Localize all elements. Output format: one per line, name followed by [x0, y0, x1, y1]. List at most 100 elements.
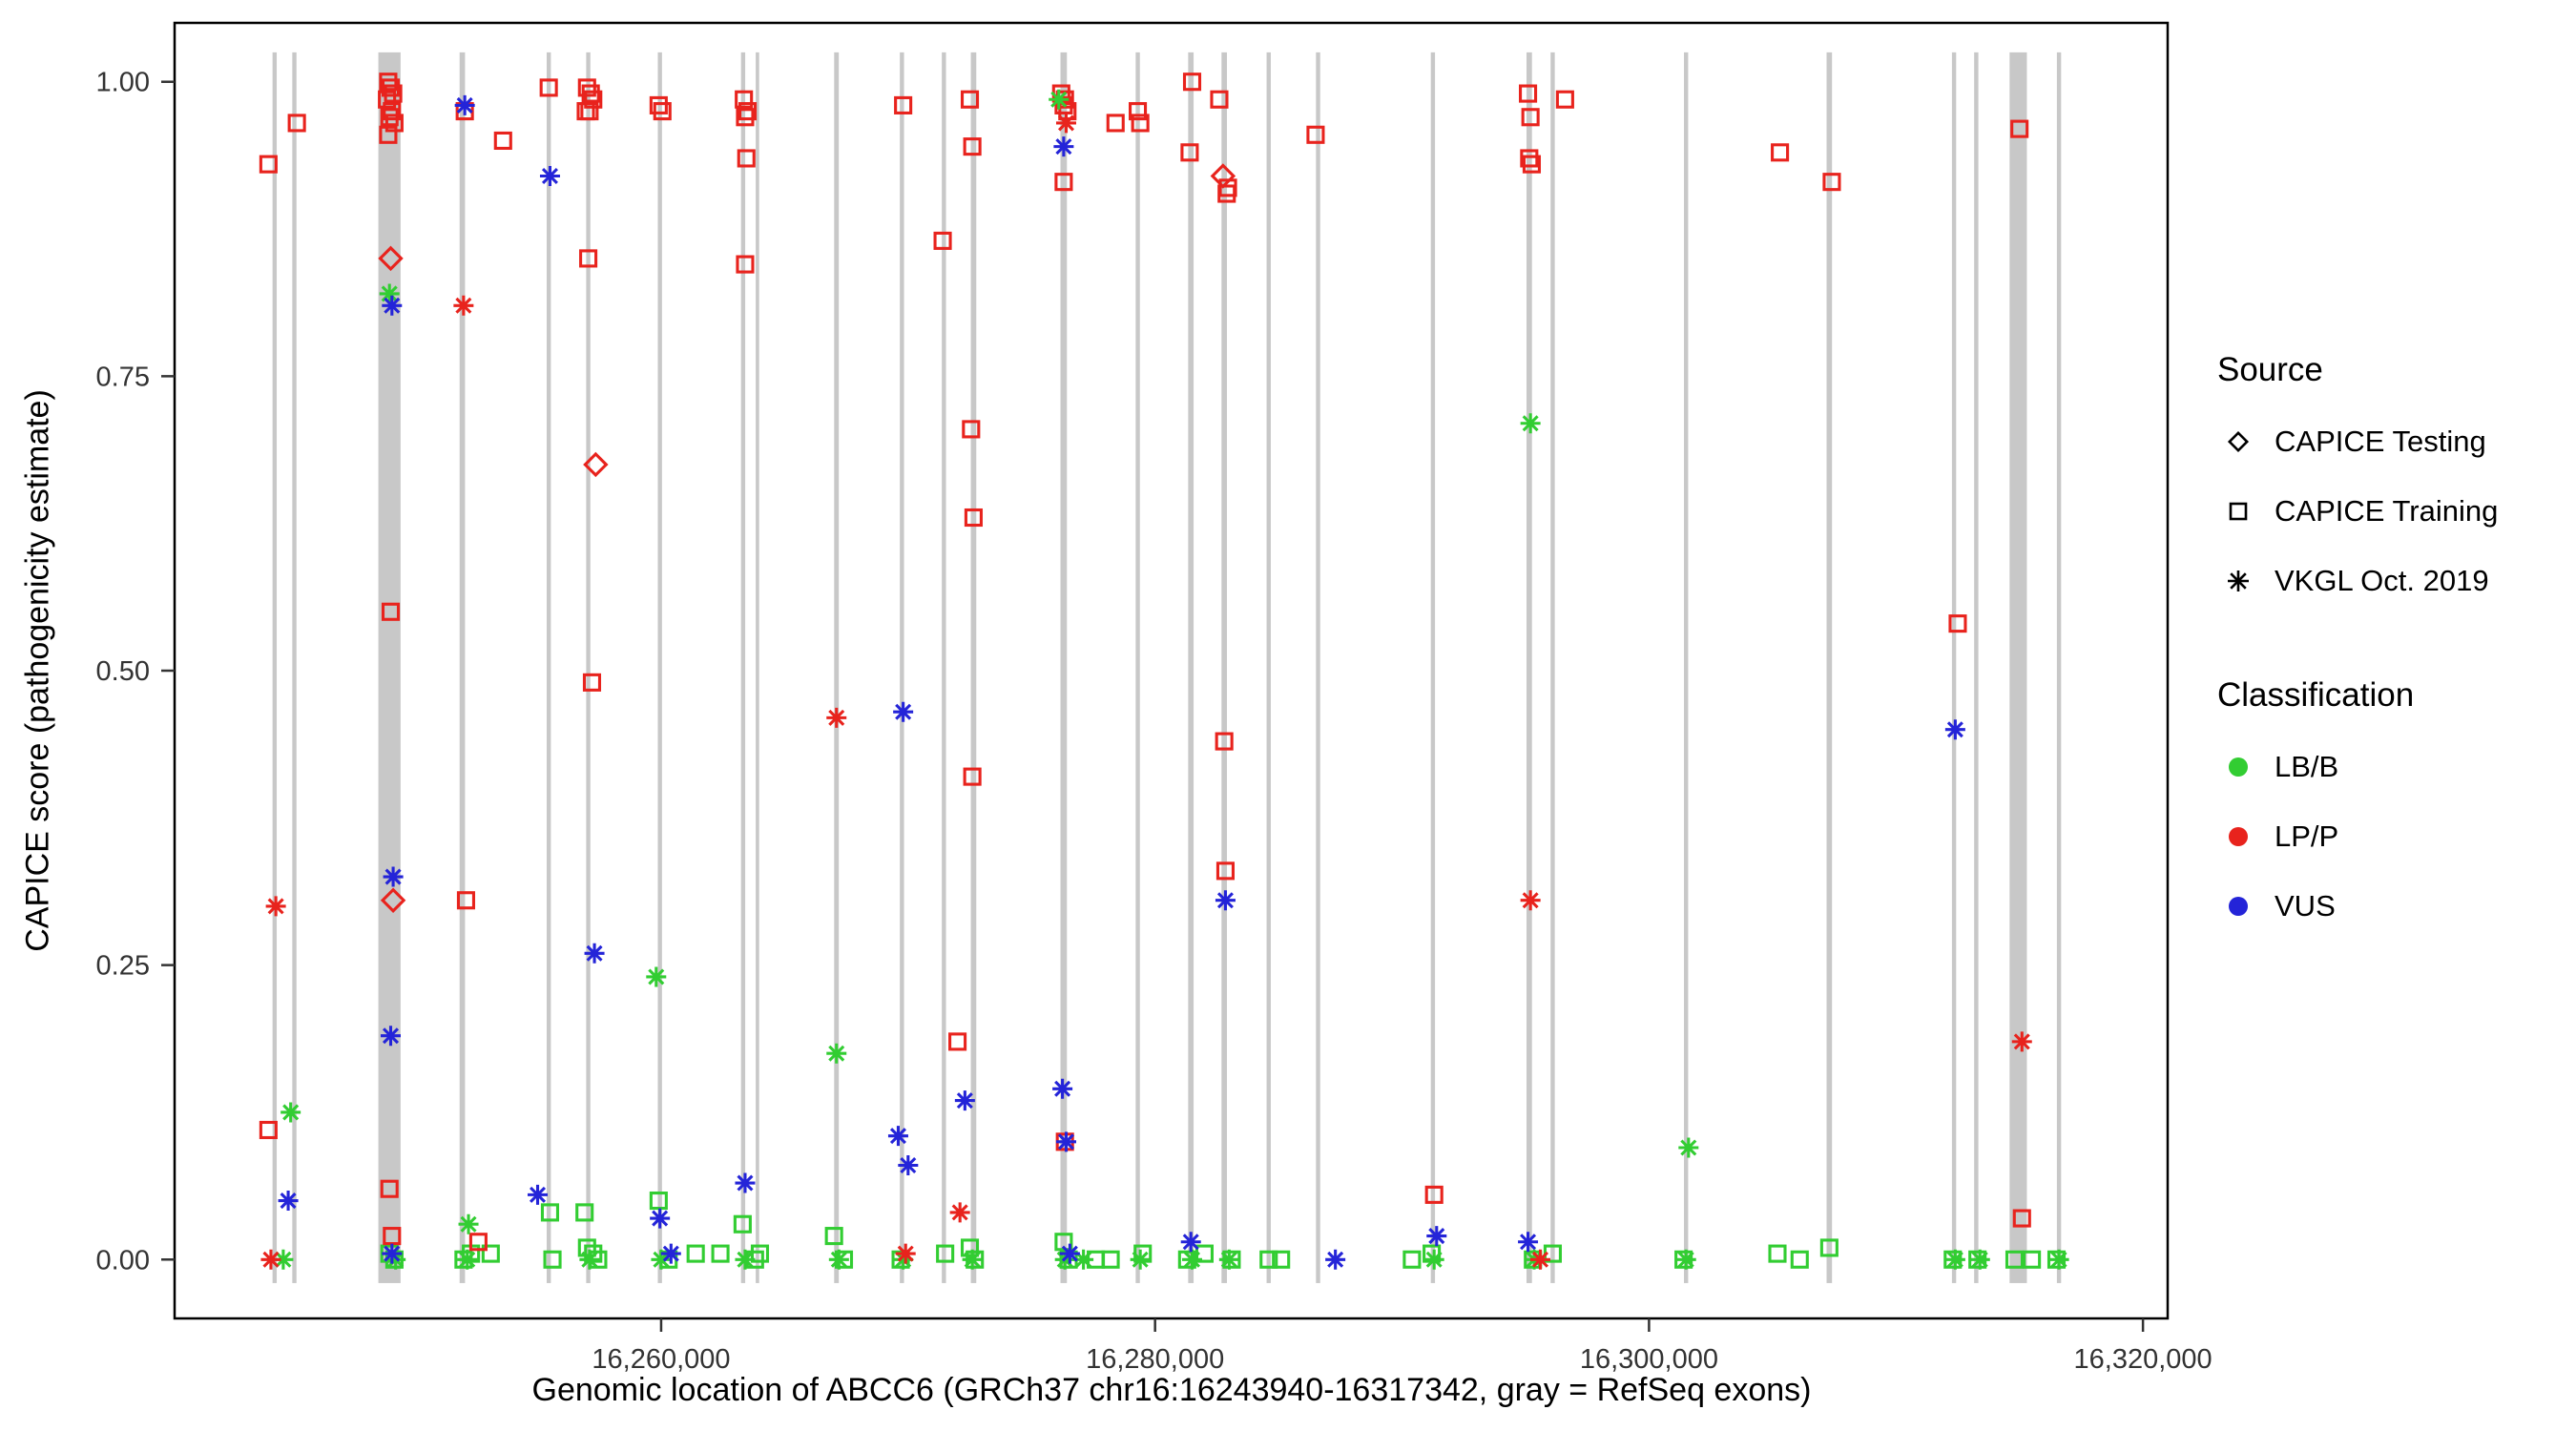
data-point-square [380, 1179, 399, 1198]
data-point-square [580, 102, 599, 121]
exon-bar [1684, 52, 1689, 1283]
legend-item-label: VKGL Oct. 2019 [2275, 563, 2489, 597]
data-point-asterisk [458, 1213, 479, 1234]
data-point-square [383, 102, 402, 121]
data-point-square [379, 125, 398, 144]
exon-bar [1316, 52, 1320, 1283]
data-point-square [737, 149, 756, 168]
data-point-asterisk [660, 1243, 681, 1264]
data-point-asterisk [1520, 890, 1541, 911]
x-tick-label: 16,320,000 [2074, 1344, 2212, 1375]
data-point-square [543, 1250, 562, 1269]
data-point-asterisk [579, 1249, 600, 1270]
data-point-square [384, 84, 403, 103]
data-point-square [1948, 614, 1967, 633]
data-point-asterisk [735, 1249, 756, 1270]
data-point-square [649, 1191, 668, 1211]
data-point-square [738, 102, 758, 121]
data-point-square [1519, 84, 1538, 103]
data-point-square [540, 1203, 560, 1222]
legend-item-lpp: LP/P [2217, 801, 2498, 871]
y-tick-label: 1.00 [96, 68, 150, 98]
asterisk-icon [2228, 570, 2249, 591]
data-point-square [733, 1214, 752, 1234]
data-point-square [1131, 114, 1150, 133]
data-point-asterisk [895, 1243, 916, 1264]
data-point-square [1180, 143, 1199, 162]
data-point-square [2012, 1209, 2031, 1228]
square-icon [2229, 502, 2248, 520]
data-point-asterisk [260, 1249, 281, 1270]
data-point-diamond [1210, 163, 1236, 189]
data-point-square [653, 102, 672, 121]
exon-bar [1826, 52, 1833, 1283]
x-axis-label: Genomic location of ABCC6 (GRCh37 chr16:… [531, 1372, 1812, 1408]
x-tick-label: 16,260,000 [592, 1344, 730, 1375]
data-point-asterisk [1049, 89, 1070, 110]
data-point-asterisk [1182, 1249, 1202, 1270]
data-point-square [963, 137, 982, 156]
data-point-asterisk [379, 283, 400, 304]
legend-item-vus: VUS [2217, 871, 2498, 941]
x-tick-label: 16,280,000 [1086, 1344, 1224, 1375]
data-point-square [735, 90, 754, 109]
y-tick-label: 0.00 [96, 1245, 150, 1275]
data-point-square [584, 90, 603, 109]
data-point-diamond [378, 245, 404, 272]
data-point-square [736, 255, 755, 274]
data-point-asterisk [2048, 1249, 2069, 1270]
data-point-asterisk [1130, 1249, 1151, 1270]
data-point-square [2023, 1250, 2042, 1269]
legend-item-label: LP/P [2275, 819, 2339, 853]
data-point-asterisk [383, 866, 404, 887]
data-point-asterisk [385, 1249, 406, 1270]
data-point-asterisk [1969, 1249, 1990, 1270]
data-point-asterisk [828, 1249, 849, 1270]
data-point-square [582, 673, 602, 692]
data-point-square [1822, 173, 1841, 192]
data-point-asterisk [1180, 1232, 1201, 1253]
data-point-asterisk [887, 1126, 908, 1147]
data-point-square [824, 1227, 843, 1246]
data-point-square [1210, 90, 1229, 109]
data-point-square [1054, 173, 1073, 192]
data-point-square [1521, 108, 1540, 127]
data-point-diamond [583, 451, 609, 478]
legend: Source CAPICE Testing CAPICE Training VK… [2217, 351, 2498, 941]
data-point-asterisk [1325, 1249, 1346, 1270]
exon-bar [834, 52, 840, 1283]
legend-classification-title: Classification [2217, 676, 2415, 714]
data-point-square [381, 602, 401, 621]
exon-bar [2056, 52, 2062, 1283]
data-point-asterisk [1944, 1249, 1965, 1270]
exon-bar [1526, 52, 1532, 1283]
data-point-asterisk [1055, 1131, 1076, 1152]
data-point-square [649, 95, 668, 114]
data-point-square [711, 1244, 730, 1263]
green-dot-icon [2229, 757, 2248, 777]
data-point-diamond [380, 887, 406, 913]
exon-bar [657, 52, 662, 1283]
data-point-square [960, 90, 980, 109]
data-point-square [1106, 114, 1125, 133]
data-point-asterisk [454, 94, 475, 115]
exon-bar [1188, 52, 1195, 1283]
data-point-asterisk [382, 295, 403, 316]
data-point-square [1306, 125, 1325, 144]
data-point-asterisk [651, 1249, 672, 1270]
data-point-square [1054, 95, 1073, 114]
exon-bar [1951, 52, 1957, 1283]
data-point-asterisk [1423, 1249, 1444, 1270]
exon-bar [942, 52, 946, 1283]
data-point-asterisk [826, 707, 847, 728]
data-point-square [287, 114, 306, 133]
data-point-asterisk [735, 1172, 756, 1193]
data-point-square [1215, 861, 1235, 881]
data-point-asterisk [1218, 1249, 1239, 1270]
data-point-asterisk [457, 1249, 478, 1270]
data-point-square [963, 767, 982, 786]
data-point-asterisk [1518, 1232, 1539, 1253]
data-point-asterisk [280, 1102, 301, 1123]
exon-bar [756, 52, 759, 1283]
data-point-asterisk [382, 1243, 403, 1264]
